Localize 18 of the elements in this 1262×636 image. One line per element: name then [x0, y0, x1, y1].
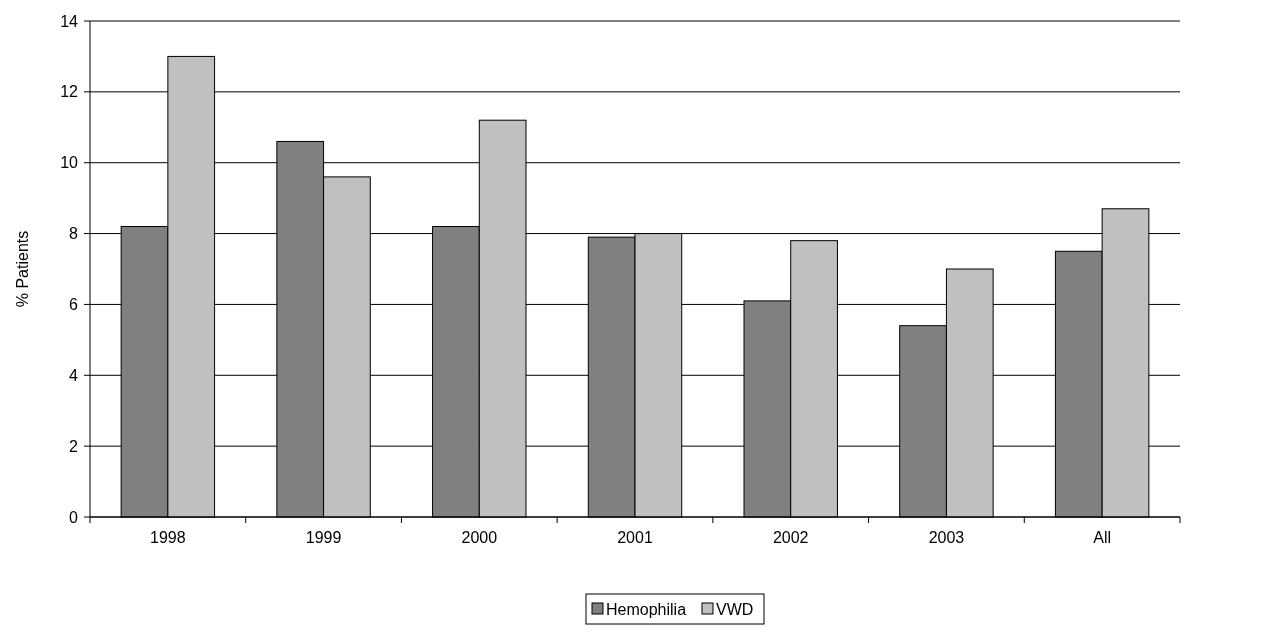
y-tick-label: 2: [69, 437, 79, 455]
x-tick-label: 2001: [617, 529, 653, 546]
legend-label: VWD: [716, 600, 754, 618]
x-tick-label: 1998: [150, 529, 186, 546]
y-tick-label: 0: [69, 508, 79, 526]
legend-label: Hemophilia: [606, 600, 687, 618]
x-tick-label: 2002: [772, 529, 809, 546]
y-tick-label: 10: [60, 154, 79, 172]
x-tick-label: 2000: [461, 529, 498, 546]
y-axis-title: % Patients: [14, 230, 31, 308]
y-tick-label: 8: [69, 225, 79, 243]
x-tick-label: All: [1093, 529, 1112, 546]
y-tick-label: 4: [69, 366, 79, 384]
y-tick-label: 12: [60, 83, 79, 101]
x-tick-label: 2003: [928, 529, 965, 546]
y-tick-label: 6: [69, 296, 79, 314]
x-tick-label: 1999: [305, 529, 342, 546]
y-tick-label: 14: [60, 12, 79, 30]
